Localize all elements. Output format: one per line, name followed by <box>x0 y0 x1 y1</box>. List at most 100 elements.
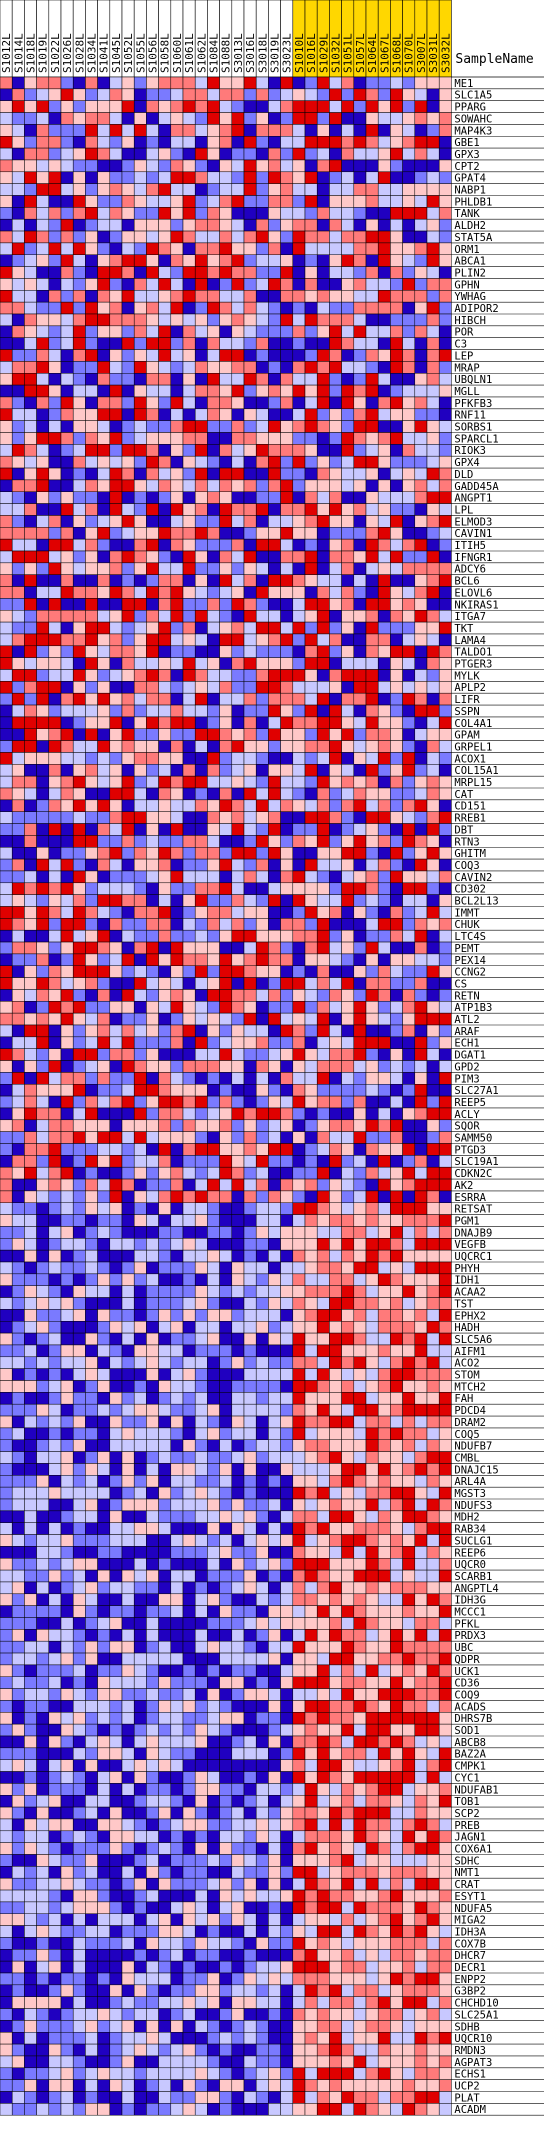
heatmap-cell <box>293 160 305 172</box>
heatmap-cell <box>268 1215 280 1227</box>
heatmap-cell <box>159 1309 171 1321</box>
heatmap-cell <box>281 539 293 551</box>
heatmap-cell <box>146 1381 158 1393</box>
heatmap-cell <box>24 492 36 504</box>
heatmap-cell <box>122 196 134 208</box>
heatmap-cell <box>171 1511 183 1523</box>
heatmap-cell <box>12 1203 24 1215</box>
heatmap-cell <box>256 160 268 172</box>
heatmap-cell <box>256 302 268 314</box>
heatmap-cell <box>281 1191 293 1203</box>
heatmap-cell <box>293 598 305 610</box>
heatmap-cell <box>61 338 73 350</box>
heatmap-cell <box>403 1262 415 1274</box>
heatmap-cell <box>49 480 61 492</box>
heatmap-cell <box>49 1463 61 1475</box>
heatmap-cell <box>329 1523 341 1535</box>
heatmap-cell <box>134 776 146 788</box>
heatmap-cell <box>207 219 219 231</box>
heatmap-cell <box>427 1523 439 1535</box>
heatmap-cell <box>439 1096 451 1108</box>
heatmap-cell <box>427 160 439 172</box>
heatmap-cell <box>171 1475 183 1487</box>
heatmap-cell <box>403 1321 415 1333</box>
heatmap-cell <box>61 255 73 267</box>
heatmap-cell <box>427 1262 439 1274</box>
heatmap-cell <box>293 907 305 919</box>
heatmap-cell <box>378 1250 390 1262</box>
heatmap-cell <box>146 670 158 682</box>
heatmap-cell <box>98 670 110 682</box>
column-label: S1056L <box>147 33 160 73</box>
heatmap-cell <box>12 314 24 326</box>
heatmap-cell <box>342 1369 354 1381</box>
heatmap-cell <box>293 741 305 753</box>
heatmap-cell <box>342 409 354 421</box>
heatmap-cell <box>415 989 427 1001</box>
heatmap-cell <box>220 397 232 409</box>
heatmap-cell <box>85 136 97 148</box>
heatmap-cell <box>305 1333 317 1345</box>
heatmap-cell <box>256 492 268 504</box>
row-label: LAMA4 <box>454 635 486 647</box>
heatmap-cell <box>427 361 439 373</box>
heatmap-cell <box>85 1049 97 1061</box>
heatmap-cell <box>134 1001 146 1013</box>
heatmap-cell <box>0 1392 12 1404</box>
heatmap-cell <box>403 1345 415 1357</box>
heatmap-cell <box>232 101 244 113</box>
heatmap-cell <box>134 1215 146 1227</box>
heatmap-cell <box>110 966 122 978</box>
heatmap-cell <box>268 871 280 883</box>
heatmap-cell <box>159 397 171 409</box>
heatmap-cell <box>366 1357 378 1369</box>
heatmap-cell <box>403 729 415 741</box>
heatmap-cell <box>110 800 122 812</box>
heatmap-cell <box>207 776 219 788</box>
heatmap-cell <box>73 1025 85 1037</box>
row-label: POR <box>454 327 474 339</box>
heatmap-cell <box>73 989 85 1001</box>
heatmap-cell <box>110 812 122 824</box>
heatmap-cell <box>317 89 329 101</box>
heatmap-cell <box>49 1487 61 1499</box>
heatmap-cell <box>390 610 402 622</box>
heatmap-cell <box>24 1215 36 1227</box>
heatmap-cell <box>0 1120 12 1132</box>
heatmap-cell <box>0 1072 12 1084</box>
heatmap-cell <box>37 788 49 800</box>
heatmap-cell <box>293 1416 305 1428</box>
heatmap-cell <box>195 326 207 338</box>
heatmap-cell <box>134 1049 146 1061</box>
heatmap-cell <box>354 1191 366 1203</box>
heatmap-cell <box>207 136 219 148</box>
heatmap-cell <box>98 693 110 705</box>
heatmap-cell <box>0 278 12 290</box>
row-label: SAMM50 <box>454 1133 492 1145</box>
heatmap-cell <box>244 835 256 847</box>
heatmap-cell <box>366 705 378 717</box>
heatmap-cell <box>256 681 268 693</box>
heatmap-cell <box>220 1416 232 1428</box>
heatmap-cell <box>0 504 12 516</box>
heatmap-cell <box>207 231 219 243</box>
heatmap-cell <box>195 302 207 314</box>
heatmap-cell <box>354 1096 366 1108</box>
heatmap-cell <box>171 255 183 267</box>
heatmap-cell <box>329 527 341 539</box>
heatmap-cell <box>85 1452 97 1464</box>
heatmap-cell <box>207 89 219 101</box>
heatmap-cell <box>439 1215 451 1227</box>
heatmap-cell <box>439 1155 451 1167</box>
heatmap-cell <box>415 622 427 634</box>
heatmap-cell <box>195 1262 207 1274</box>
heatmap-cell <box>37 835 49 847</box>
heatmap-cell <box>85 278 97 290</box>
heatmap-cell <box>110 883 122 895</box>
heatmap-cell <box>0 113 12 125</box>
heatmap-cell <box>305 989 317 1001</box>
heatmap-cell <box>378 658 390 670</box>
heatmap-cell <box>293 1084 305 1096</box>
heatmap-cell <box>195 883 207 895</box>
heatmap-cell <box>281 385 293 397</box>
